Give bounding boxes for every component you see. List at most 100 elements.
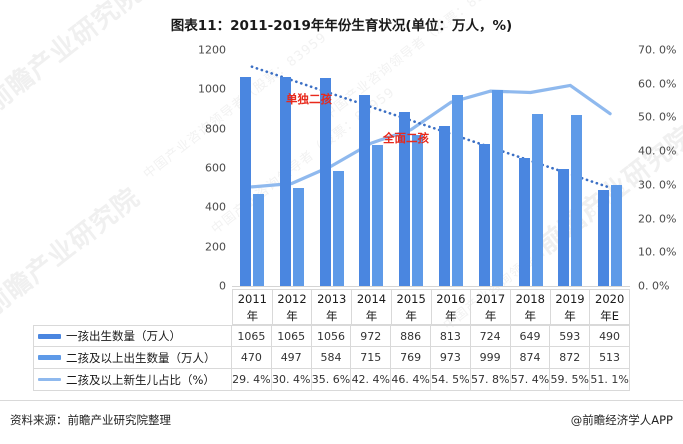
source-note: 资料来源：前瞻产业研究院整理: [10, 413, 171, 427]
trendline: [250, 65, 612, 189]
x-axis-label: 2018 年: [510, 289, 551, 325]
x-axis-label: 2015 年: [391, 289, 432, 325]
table-cell: 872: [549, 347, 591, 369]
y-tick-right: 60. 0%: [638, 77, 677, 91]
chart-title: 图表11：2011-2019年年份生育状况(单位：万人，%): [170, 18, 513, 34]
plot-canvas: [232, 50, 630, 286]
table-cell: 490: [589, 325, 630, 347]
table-cell: 724: [469, 325, 511, 347]
annotation-quanmianerhai: 全面二孩: [383, 131, 429, 145]
legend-swatch-icon: [38, 378, 61, 381]
table-cell: 1065: [270, 325, 312, 347]
brand-note: @前瞻经济学人APP: [570, 413, 673, 427]
table-cell: 584: [310, 347, 352, 369]
y-tick-left: 0: [219, 279, 226, 293]
x-axis-label: 2016 年: [431, 289, 472, 325]
legend-label: 二孩及以上新生儿占比（%）: [66, 372, 215, 387]
bar-series2: [571, 114, 583, 286]
x-axis-label: 2019 年: [550, 289, 591, 325]
annotation-danduerhai: 单独二孩: [286, 92, 332, 106]
legend-item[interactable]: 一孩出生数量（万人）: [33, 325, 232, 347]
legend-swatch-icon: [38, 333, 61, 339]
table-cell: 513: [589, 347, 630, 369]
bar-series2: [252, 193, 264, 286]
table-cell: 769: [390, 347, 431, 369]
table-cell: 972: [350, 325, 392, 347]
table-cell: 1065: [231, 325, 272, 347]
table-cell: 470: [231, 347, 272, 369]
bar-series1: [279, 76, 291, 286]
x-axis-label: 2014 年: [352, 289, 392, 325]
table-cell: 59. 5%: [549, 369, 591, 391]
bar-series2: [412, 134, 424, 286]
y-tick-right: 70. 0%: [638, 43, 677, 57]
bar-series2: [372, 145, 384, 286]
bar-series1: [399, 111, 411, 286]
y-tick-right: 20. 0%: [638, 212, 677, 226]
bar-series1: [558, 169, 570, 286]
table-cell: 497: [270, 347, 312, 369]
table-cell: 874: [509, 347, 551, 369]
table-cell: 29. 4%: [231, 369, 272, 391]
table-cell: 999: [469, 347, 511, 369]
legend-label: 一孩出生数量（万人）: [66, 329, 181, 343]
bar-series1: [518, 158, 530, 286]
y-tick-left: 1000: [198, 82, 226, 96]
data-table: 一孩出生数量（万人） 1065 1065 1056 972 886 813 724 649 593…: [33, 325, 630, 391]
x-axis-label: 2012 年: [272, 289, 313, 325]
value-cells: 29. 4% 30. 4% 35. 6% 42. 4% 46. 4% 54. 5% 57. …: [231, 369, 630, 391]
bar-series2: [292, 188, 304, 286]
bar-series1: [598, 189, 610, 286]
bar-series1: [478, 143, 490, 286]
table-cell: 42. 4%: [350, 369, 392, 391]
table-cell: 886: [390, 325, 431, 347]
bar-series2: [332, 171, 344, 286]
plot-area: 单独二孩 全面二孩 0 200 400 600 800 1000 1200 0. 0% 10. …: [0, 40, 683, 302]
table-cell: 973: [429, 347, 471, 369]
table-cell: 715: [350, 347, 392, 369]
line-series3: [250, 83, 612, 189]
table-cell: 813: [429, 325, 471, 347]
y-tick-left: 200: [205, 240, 226, 254]
value-cells: 1065 1065 1056 972 886 813 724 649 593 490: [231, 325, 630, 347]
bar-series1: [438, 126, 450, 286]
table-cell: 1056: [310, 325, 352, 347]
value-cells: 470 497 584 715 769 973 999 874 872 513: [231, 347, 630, 369]
legend-item[interactable]: 二孩及以上出生数量（万人）: [33, 347, 232, 369]
table-row: 二孩及以上新生儿占比（%） 29. 4% 30. 4% 35. 6% 42. 4% 46.…: [33, 369, 630, 391]
x-axis-label: 2017 年: [471, 289, 511, 325]
y-tick-right: 40. 0%: [638, 144, 677, 158]
table-cell: 54. 5%: [429, 369, 471, 391]
bar-series2: [491, 89, 503, 286]
table-cell: 35. 6%: [310, 369, 352, 391]
table-cell: 593: [549, 325, 591, 347]
table-cell: 649: [509, 325, 551, 347]
table-row: 一孩出生数量（万人） 1065 1065 1056 972 886 813 724 649 593…: [33, 325, 630, 347]
x-axis-label: 2011 年: [232, 289, 273, 325]
bar-series1: [319, 78, 331, 286]
bar-series2: [611, 185, 623, 286]
table-cell: 51. 1%: [589, 369, 630, 391]
table-cell: 57. 4%: [509, 369, 551, 391]
y-tick-right: 30. 0%: [638, 178, 677, 192]
y-tick-left: 600: [205, 161, 226, 175]
y-tick-left: 1200: [198, 43, 226, 57]
y-tick-left: 400: [205, 200, 226, 214]
bar-series1: [239, 76, 251, 286]
bar-series2: [451, 94, 463, 286]
y-tick-right: 0. 0%: [638, 279, 670, 293]
x-axis-label: 2013 年: [312, 289, 353, 325]
y-tick-right: 10. 0%: [638, 245, 677, 259]
table-cell: 46. 4%: [390, 369, 431, 391]
table-cell: 30. 4%: [270, 369, 312, 391]
y-tick-left: 800: [205, 122, 226, 136]
table-cell: 57. 8%: [469, 369, 511, 391]
legend-swatch-icon: [38, 355, 61, 360]
x-axis-label: 2020 年E: [590, 289, 631, 325]
footer-divider: [0, 400, 683, 401]
bar-series1: [359, 94, 371, 286]
legend-item[interactable]: 二孩及以上新生儿占比（%）: [33, 369, 232, 391]
x-axis-line: [232, 286, 630, 287]
y-tick-right: 50. 0%: [638, 110, 677, 124]
